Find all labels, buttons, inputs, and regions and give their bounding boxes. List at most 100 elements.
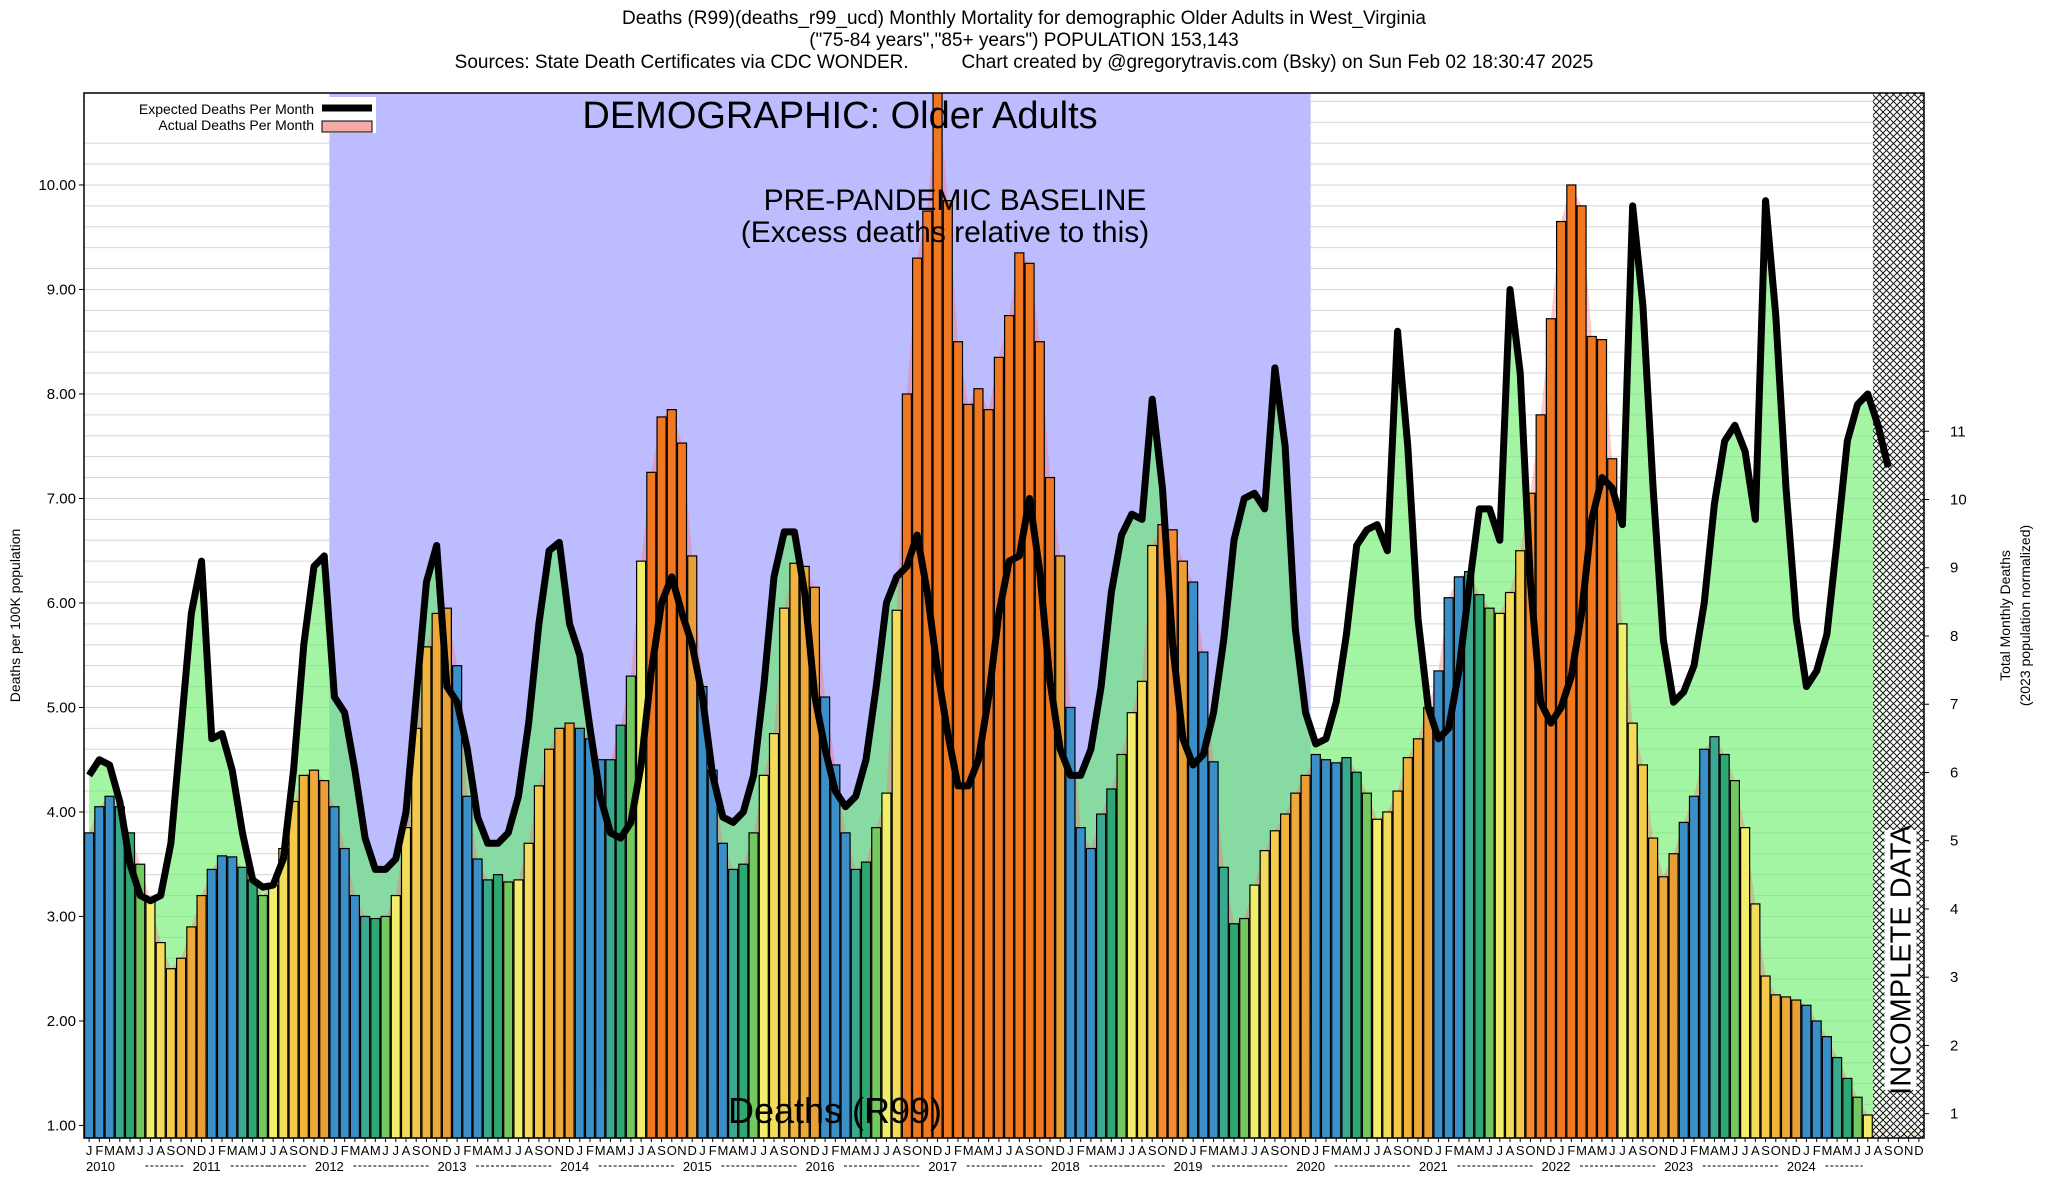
x-month-label: S [167, 1143, 176, 1158]
x-month-label: D [1178, 1143, 1187, 1158]
x-month-label: N [1659, 1143, 1668, 1158]
actual-bar [1412, 738, 1424, 1138]
x-month-label: D [1914, 1143, 1923, 1158]
actual-bar [871, 827, 882, 1138]
x-month-label: D [320, 1143, 329, 1158]
actual-bar [503, 881, 514, 1138]
legend-label-actual: Actual Deaths Per Month [158, 117, 314, 133]
baseline-annotation-1: PRE-PANDEMIC BASELINE [764, 184, 1147, 217]
x-month-label: D [810, 1143, 819, 1158]
x-year-label: 2022 [1542, 1159, 1571, 1174]
y-axis-label: Deaths per 100K population [7, 529, 23, 703]
x-month-label: D [1546, 1143, 1555, 1158]
x-month-label: D [1301, 1143, 1310, 1158]
x-month-label: J [147, 1143, 154, 1158]
x-month-label: A [606, 1143, 615, 1158]
x-month-label: M [1821, 1143, 1832, 1158]
x-month-label: J [996, 1143, 1003, 1158]
y2-tick-label: 7 [1950, 696, 1958, 713]
actual-bar [1177, 560, 1189, 1138]
x-month-label: J [577, 1143, 584, 1158]
x-month-label: J [750, 1143, 757, 1158]
demographic-annotation: DEMOGRAPHIC: Older Adults [582, 95, 1097, 137]
actual-bar [1187, 581, 1199, 1138]
x-month-label: O [176, 1143, 186, 1158]
x-month-label: J [1865, 1143, 1872, 1158]
x-month-label: A [1342, 1143, 1351, 1158]
x-month-label: M [370, 1143, 381, 1158]
x-year-label: 2017 [928, 1159, 957, 1174]
actual-bar [830, 764, 841, 1138]
y2-axis-label-1: Total Monthly Deaths [1997, 550, 2013, 681]
actual-bar [1341, 757, 1352, 1138]
x-month-label: J [1067, 1143, 1074, 1158]
x-month-label: M [983, 1143, 994, 1158]
actual-bar [1055, 555, 1066, 1138]
x-month-label: F [95, 1143, 103, 1158]
actual-bar [114, 806, 125, 1138]
x-month-label: S [412, 1143, 421, 1158]
x-month-label: O [1035, 1143, 1045, 1158]
actual-bar [738, 863, 749, 1138]
x-month-label: A [238, 1143, 247, 1158]
actual-bar [891, 609, 902, 1138]
x-month-label: D [1424, 1143, 1433, 1158]
actual-bar [1535, 414, 1546, 1138]
x-month-label: M [493, 1143, 504, 1158]
actual-bar [1351, 771, 1362, 1138]
actual-bar [308, 769, 320, 1138]
x-month-label: F [1199, 1143, 1207, 1158]
plot-border [83, 92, 1925, 1139]
actual-bar [850, 868, 861, 1138]
actual-bar [1545, 318, 1557, 1138]
x-month-label: J [1609, 1143, 1616, 1158]
actual-bar [799, 565, 810, 1138]
actual-bar [1852, 1096, 1863, 1138]
x-month-label: O [1525, 1143, 1535, 1158]
actual-bar [1106, 788, 1117, 1138]
x-month-label: M [1351, 1143, 1362, 1158]
actual-bar [748, 832, 759, 1138]
actual-bar [1402, 757, 1413, 1138]
x-month-label: A [770, 1143, 779, 1158]
actual-bar [1637, 764, 1649, 1138]
actual-bar [492, 874, 504, 1138]
actual-bar [216, 855, 228, 1138]
x-month-label: J [1190, 1143, 1197, 1158]
x-month-label: J [638, 1143, 645, 1158]
x-month-label: J [270, 1143, 277, 1158]
actual-bar [1116, 753, 1127, 1138]
actual-bar [1003, 314, 1015, 1138]
actual-bar [319, 780, 330, 1138]
actual-bar [543, 748, 555, 1138]
x-month-label: M [1597, 1143, 1608, 1158]
x-month-label: F [709, 1143, 717, 1158]
y-tick-label: 7.00 [47, 490, 76, 507]
x-month-label: F [1690, 1143, 1698, 1158]
x-year-label: 2016 [806, 1159, 835, 1174]
y2-tick-label: 6 [1950, 764, 1958, 781]
y2-tick-label: 1 [1950, 1106, 1958, 1123]
actual-bar [1331, 762, 1342, 1138]
actual-bar [1433, 670, 1444, 1138]
x-month-label: M [227, 1143, 238, 1158]
actual-bar [564, 722, 575, 1138]
x-month-label: M [1699, 1143, 1710, 1158]
x-month-label: S [1148, 1143, 1157, 1158]
actual-bar [247, 879, 258, 1138]
x-month-label: A [974, 1143, 983, 1158]
x-year-label: 2020 [1296, 1159, 1325, 1174]
x-month-label: D [1792, 1143, 1801, 1158]
x-month-label: A [1219, 1143, 1228, 1158]
actual-bar [1791, 999, 1802, 1138]
x-year-label: 2023 [1664, 1159, 1693, 1174]
actual-bar [1463, 571, 1475, 1138]
actual-bar [411, 727, 422, 1138]
x-month-label: A [851, 1143, 860, 1158]
actual-bar [727, 868, 739, 1138]
x-month-label: O [421, 1143, 431, 1158]
actual-bar [840, 832, 851, 1138]
actual-bar [227, 856, 238, 1138]
x-month-label: J [1497, 1143, 1504, 1158]
x-month-label: J [505, 1143, 512, 1158]
